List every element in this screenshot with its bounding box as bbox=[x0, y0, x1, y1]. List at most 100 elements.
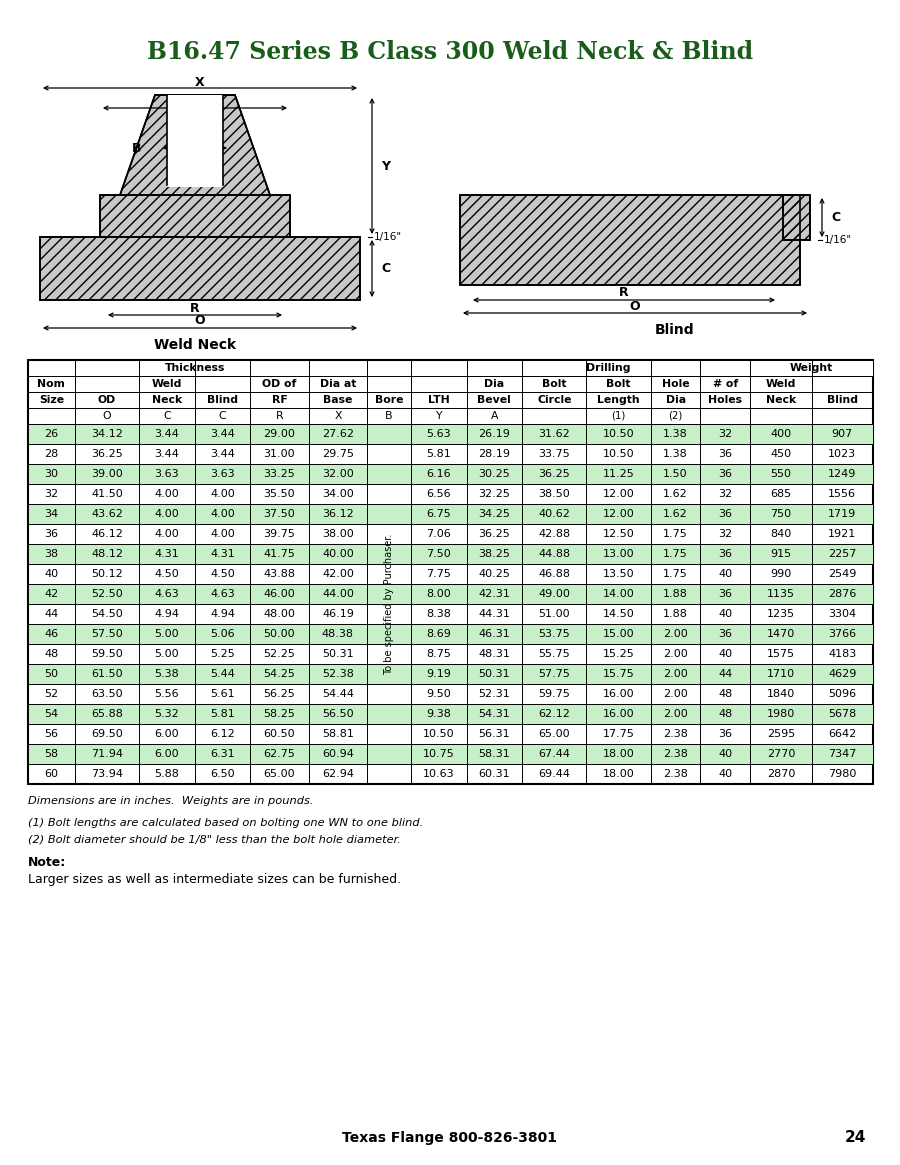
Text: 1235: 1235 bbox=[767, 609, 795, 619]
Text: 7.50: 7.50 bbox=[427, 549, 451, 559]
Text: 60.94: 60.94 bbox=[322, 749, 354, 760]
Text: Holes: Holes bbox=[708, 395, 742, 405]
Text: 54.50: 54.50 bbox=[91, 609, 122, 619]
Text: 39.00: 39.00 bbox=[91, 469, 122, 479]
Text: 2870: 2870 bbox=[767, 769, 795, 779]
Text: 59.50: 59.50 bbox=[91, 649, 122, 659]
Text: 65.88: 65.88 bbox=[91, 709, 123, 719]
Bar bbox=[28, 584, 873, 603]
Text: 6.50: 6.50 bbox=[210, 769, 235, 779]
Bar bbox=[28, 360, 873, 784]
Text: 8.00: 8.00 bbox=[427, 589, 451, 599]
Text: 5.81: 5.81 bbox=[427, 449, 451, 459]
Text: 36: 36 bbox=[718, 469, 733, 479]
Text: R: R bbox=[275, 411, 284, 421]
Text: 14.50: 14.50 bbox=[603, 609, 634, 619]
Text: 1/16": 1/16" bbox=[824, 235, 852, 245]
Text: 36.25: 36.25 bbox=[538, 469, 571, 479]
Text: 1575: 1575 bbox=[767, 649, 795, 659]
Text: B16.47 Series B Class 300 Weld Neck & Blind: B16.47 Series B Class 300 Weld Neck & Bl… bbox=[147, 40, 753, 64]
Text: 2.00: 2.00 bbox=[663, 669, 688, 679]
Text: 6.16: 6.16 bbox=[427, 469, 451, 479]
Text: Bolt: Bolt bbox=[542, 379, 566, 389]
Text: 2549: 2549 bbox=[828, 569, 857, 579]
Text: 3.44: 3.44 bbox=[155, 449, 179, 459]
Text: Note:: Note: bbox=[28, 856, 67, 869]
Text: 7980: 7980 bbox=[828, 769, 857, 779]
Text: Weld Neck: Weld Neck bbox=[154, 338, 236, 352]
Text: 750: 750 bbox=[770, 509, 791, 518]
Text: 46.12: 46.12 bbox=[91, 529, 123, 539]
Text: 36: 36 bbox=[718, 589, 733, 599]
Text: 3.63: 3.63 bbox=[210, 469, 235, 479]
Bar bbox=[40, 236, 360, 301]
Text: 61.50: 61.50 bbox=[91, 669, 122, 679]
Text: 27.62: 27.62 bbox=[322, 429, 354, 439]
Text: Larger sizes as well as intermediate sizes can be furnished.: Larger sizes as well as intermediate siz… bbox=[28, 873, 401, 887]
Text: 10.50: 10.50 bbox=[603, 429, 634, 439]
Text: 5.25: 5.25 bbox=[210, 649, 235, 659]
Text: 28: 28 bbox=[44, 449, 58, 459]
Text: Base: Base bbox=[323, 395, 353, 405]
Text: Neck: Neck bbox=[152, 395, 182, 405]
Text: (2) Bolt diameter should be 1/8" less than the bolt hole diameter.: (2) Bolt diameter should be 1/8" less th… bbox=[28, 834, 400, 843]
Text: 5.06: 5.06 bbox=[210, 629, 235, 638]
Text: 54.25: 54.25 bbox=[264, 669, 295, 679]
Text: 5.63: 5.63 bbox=[427, 429, 451, 439]
Text: 39.75: 39.75 bbox=[264, 529, 295, 539]
Text: 46: 46 bbox=[44, 629, 58, 638]
Text: C: C bbox=[831, 211, 840, 224]
Text: 2595: 2595 bbox=[767, 729, 795, 739]
Text: 13.00: 13.00 bbox=[603, 549, 634, 559]
Text: 3.63: 3.63 bbox=[155, 469, 179, 479]
Text: 50.00: 50.00 bbox=[264, 629, 295, 638]
Text: 4.00: 4.00 bbox=[210, 509, 235, 518]
Text: 37.50: 37.50 bbox=[264, 509, 295, 518]
Text: 1/16": 1/16" bbox=[374, 232, 402, 242]
Text: 56.25: 56.25 bbox=[264, 689, 295, 699]
Text: 50.31: 50.31 bbox=[479, 669, 510, 679]
Text: 48.38: 48.38 bbox=[322, 629, 354, 638]
Text: 31.00: 31.00 bbox=[264, 449, 295, 459]
Text: 8.38: 8.38 bbox=[427, 609, 451, 619]
Text: 18.00: 18.00 bbox=[603, 749, 634, 760]
Text: 60.31: 60.31 bbox=[479, 769, 510, 779]
Text: 7347: 7347 bbox=[828, 749, 857, 760]
Text: 4.00: 4.00 bbox=[210, 529, 235, 539]
Bar bbox=[100, 195, 290, 236]
Bar bbox=[40, 236, 360, 301]
Text: 2770: 2770 bbox=[767, 749, 795, 760]
Bar bbox=[783, 195, 810, 240]
Text: 48.00: 48.00 bbox=[264, 609, 295, 619]
Text: 26: 26 bbox=[44, 429, 58, 439]
Text: 3.44: 3.44 bbox=[210, 449, 235, 459]
Text: 40: 40 bbox=[718, 649, 733, 659]
Text: Length: Length bbox=[598, 395, 640, 405]
Text: 4629: 4629 bbox=[828, 669, 857, 679]
Text: O: O bbox=[194, 315, 205, 327]
Bar bbox=[460, 195, 800, 285]
Text: 1.75: 1.75 bbox=[663, 549, 688, 559]
Text: 4.00: 4.00 bbox=[155, 489, 179, 499]
Text: 44: 44 bbox=[44, 609, 58, 619]
Text: 1470: 1470 bbox=[767, 629, 795, 638]
Text: 5.38: 5.38 bbox=[155, 669, 179, 679]
Text: 2876: 2876 bbox=[828, 589, 857, 599]
Text: 52: 52 bbox=[44, 689, 58, 699]
Text: 31.62: 31.62 bbox=[538, 429, 571, 439]
Text: 49.00: 49.00 bbox=[538, 589, 571, 599]
Text: 48: 48 bbox=[44, 649, 58, 659]
Text: 16.00: 16.00 bbox=[603, 709, 634, 719]
Text: 5.00: 5.00 bbox=[155, 649, 179, 659]
Text: 57.75: 57.75 bbox=[538, 669, 571, 679]
Text: 6.56: 6.56 bbox=[427, 489, 451, 499]
Text: 4.00: 4.00 bbox=[155, 509, 179, 518]
Text: 6.00: 6.00 bbox=[155, 729, 179, 739]
Text: 12.00: 12.00 bbox=[603, 509, 634, 518]
Text: 33.75: 33.75 bbox=[538, 449, 571, 459]
Text: 46.19: 46.19 bbox=[322, 609, 354, 619]
Text: X: X bbox=[195, 76, 205, 89]
Text: 50: 50 bbox=[44, 669, 58, 679]
Bar bbox=[28, 424, 873, 444]
Text: 53.75: 53.75 bbox=[538, 629, 571, 638]
